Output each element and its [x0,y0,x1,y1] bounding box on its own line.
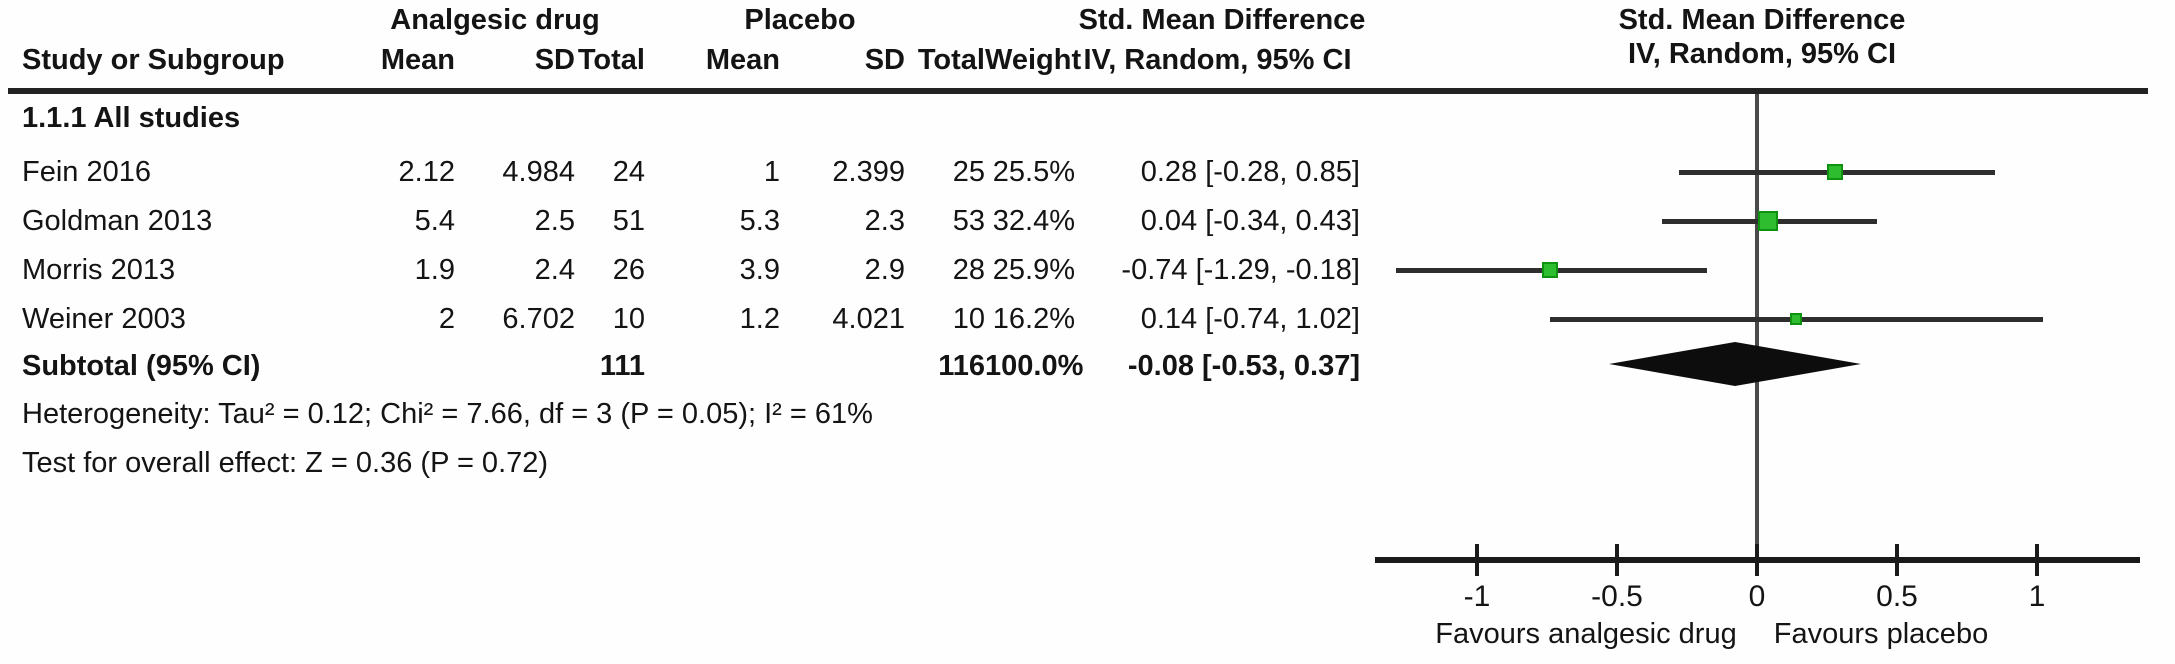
mean-placebo: 3.9 [739,254,780,286]
col-method-ci: IV, Random, 95% CI [1083,44,1352,76]
mean-placebo: 1 [763,156,780,188]
subtotal-total-placebo: 116 [938,350,985,382]
mean-treatment: 5.4 [414,205,455,237]
axis-tick-label: 1 [2028,580,2046,613]
effect-header-plot: Std. Mean Difference [1618,4,1906,36]
weight-value: 25.9% [992,254,1075,286]
col-sd-treatment: SD [534,44,575,76]
total-treatment: 10 [612,303,645,335]
weight-value: 16.2% [992,303,1075,335]
study-label: Goldman 2013 [22,205,213,237]
table-row-weiner-2003: Weiner 2003 2 6.702 10 1.2 4.021 10 16.2… [0,297,1360,341]
sd-placebo: 4.021 [832,303,905,335]
axis-tick-label: -0.5 [1591,580,1643,613]
total-placebo: 28 [952,254,985,286]
table-row-morris-2013: Morris 2013 1.9 2.4 26 3.9 2.9 28 25.9% … [0,248,1360,292]
effect-header-text: Std. Mean Difference [1078,4,1366,36]
effect-marker-square [1541,262,1558,278]
weight-value: 25.5% [992,156,1075,188]
effect-ci-text: 0.14 [-0.74, 1.02] [1140,303,1360,335]
total-treatment: 26 [612,254,645,286]
col-weight: Weight [985,44,1082,76]
col-study-or-subgroup: Study or Subgroup [22,44,285,76]
col-method-ci-plot: IV, Random, 95% CI [1627,38,1897,70]
col-mean-placebo: Mean [705,44,780,76]
axis-tick [1895,544,1899,576]
group-header-treatment: Analgesic drug [390,4,600,36]
mean-treatment: 2 [438,303,455,335]
total-placebo: 53 [952,205,985,237]
total-placebo: 10 [952,303,985,335]
study-label: Morris 2013 [22,254,176,286]
sd-placebo: 2.3 [864,205,905,237]
axis-tick-label: 0 [1748,580,1766,613]
table-row-goldman-2013: Goldman 2013 5.4 2.5 51 5.3 2.3 53 32.4%… [0,199,1360,243]
effect-marker-square [1758,211,1779,231]
total-treatment: 51 [612,205,645,237]
column-header-row: Study or Subgroup Mean SD Total Mean SD … [0,38,1360,82]
subgroup-label: 1.1.1 All studies [22,102,241,134]
heterogeneity-note: Heterogeneity: Tau² = 0.12; Chi² = 7.66,… [22,398,873,430]
axis-left-favours-label: Favours analgesic drug [1435,618,1737,650]
sd-treatment: 6.702 [502,303,575,335]
effect-ci-text: 0.28 [-0.28, 0.85] [1140,156,1360,188]
ci-line [1678,169,1995,175]
mean-placebo: 5.3 [739,205,780,237]
mean-treatment: 2.12 [398,156,455,188]
sd-placebo: 2.399 [832,156,905,188]
header-divider-rule [8,88,2148,94]
table-row-fein-2016: Fein 2016 2.12 4.984 24 1 2.399 25 25.5%… [0,150,1360,194]
zero-reference-line [1755,94,1759,560]
axis-tick [1475,544,1479,576]
axis-tick [1615,544,1619,576]
col-total-placebo: Total [917,44,985,76]
effect-marker-square [1827,164,1844,180]
effect-ci-text: 0.04 [-0.34, 0.43] [1140,205,1360,237]
subtotal-total-treatment: 111 [599,350,645,382]
effect-marker-square [1790,313,1803,325]
col-sd-placebo: SD [864,44,905,76]
total-placebo: 25 [952,156,985,188]
sd-treatment: 2.5 [534,205,575,237]
mean-placebo: 1.2 [739,303,780,335]
sd-treatment: 2.4 [534,254,575,286]
total-treatment: 24 [612,156,645,188]
ci-line [1395,267,1707,273]
sd-treatment: 4.984 [502,156,575,188]
axis-tick [2035,544,2039,576]
study-label: Fein 2016 [22,156,151,188]
subtotal-label: Subtotal (95% CI) [22,350,261,382]
sd-placebo: 2.9 [864,254,905,286]
subtotal-ci-text: -0.08 [-0.53, 0.37] [1127,350,1360,382]
axis-right-favours-label: Favours placebo [1773,618,1989,650]
effect-ci-text: -0.74 [-1.29, -0.18] [1121,254,1360,286]
group-header-placebo: Placebo [744,4,856,36]
subtotal-weight: 100.0% [985,350,1084,382]
weight-value: 32.4% [992,205,1075,237]
ci-line [1549,316,2043,322]
axis-tick-label: 0.5 [1876,580,1918,613]
col-mean-treatment: Mean [380,44,455,76]
x-axis-line [1375,557,2140,563]
axis-tick [1755,544,1759,576]
subtotal-diamond [1608,342,1861,386]
subtotal-row: Subtotal (95% CI) 111 116 100.0% -0.08 [… [0,344,1360,388]
study-label: Weiner 2003 [22,303,186,335]
col-total-treatment: Total [577,44,645,76]
overall-effect-note: Test for overall effect: Z = 0.36 (P = 0… [22,447,549,479]
ci-line [1661,218,1878,224]
mean-treatment: 1.9 [414,254,455,286]
axis-tick-label: -1 [1463,580,1491,613]
